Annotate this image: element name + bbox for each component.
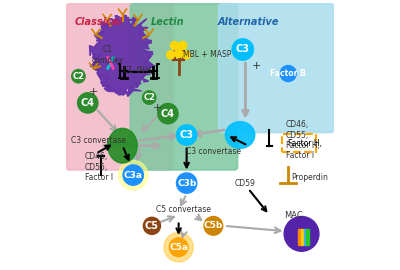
- Text: +: +: [88, 87, 98, 97]
- Circle shape: [166, 51, 175, 59]
- FancyBboxPatch shape: [219, 4, 334, 132]
- Text: C5 convertase: C5 convertase: [156, 205, 212, 214]
- Circle shape: [171, 42, 179, 49]
- Bar: [304, 228, 306, 245]
- Text: Factor H,: Factor H,: [288, 139, 322, 147]
- Polygon shape: [90, 15, 155, 97]
- Text: C5: C5: [145, 221, 159, 231]
- Ellipse shape: [108, 128, 137, 163]
- Circle shape: [287, 230, 306, 249]
- Text: C1
complex: C1 complex: [92, 45, 124, 65]
- FancyBboxPatch shape: [130, 4, 238, 170]
- Text: Factor B: Factor B: [270, 69, 306, 78]
- Circle shape: [142, 91, 156, 104]
- Text: C5b: C5b: [204, 221, 223, 230]
- Text: Properdin: Properdin: [291, 173, 328, 182]
- Bar: [298, 228, 301, 245]
- Circle shape: [176, 125, 197, 145]
- Text: Classical: Classical: [74, 18, 122, 28]
- Text: C1-INH: C1-INH: [122, 66, 152, 75]
- Text: MAC: MAC: [284, 211, 303, 220]
- Bar: [306, 228, 309, 245]
- Circle shape: [232, 39, 254, 60]
- Text: CD46,
CD55,
Factor I: CD46, CD55, Factor I: [85, 152, 113, 182]
- Text: CD46,
CD55,
Factor H,
Factor I: CD46, CD55, Factor H, Factor I: [286, 120, 320, 160]
- Circle shape: [143, 217, 160, 234]
- Circle shape: [204, 217, 223, 235]
- Text: C3a: C3a: [124, 171, 143, 180]
- FancyBboxPatch shape: [66, 4, 173, 170]
- Text: C3 convertase: C3 convertase: [71, 136, 126, 145]
- Text: C5a: C5a: [169, 243, 188, 252]
- Bar: [301, 228, 304, 245]
- Text: Alternative: Alternative: [217, 18, 279, 28]
- Circle shape: [284, 217, 319, 251]
- Text: C3: C3: [180, 130, 194, 140]
- Text: Lectin: Lectin: [151, 18, 185, 28]
- Circle shape: [118, 160, 148, 190]
- Ellipse shape: [225, 122, 255, 148]
- Text: C2: C2: [72, 72, 84, 81]
- Circle shape: [123, 165, 143, 185]
- Text: +: +: [152, 103, 162, 113]
- Text: CD59: CD59: [235, 178, 256, 188]
- Circle shape: [78, 93, 98, 113]
- Text: C3b: C3b: [177, 178, 196, 188]
- Circle shape: [176, 173, 197, 193]
- Circle shape: [175, 49, 183, 58]
- Circle shape: [169, 238, 188, 256]
- Circle shape: [183, 51, 191, 59]
- Circle shape: [164, 232, 193, 262]
- Circle shape: [72, 70, 85, 83]
- Text: MBL + MASP: MBL + MASP: [183, 50, 231, 59]
- Circle shape: [179, 42, 187, 49]
- Text: C4: C4: [161, 109, 175, 119]
- Text: C3: C3: [236, 45, 250, 55]
- Text: C3 convertase: C3 convertase: [186, 147, 241, 156]
- Circle shape: [158, 103, 178, 124]
- Circle shape: [280, 66, 296, 82]
- Text: C4: C4: [81, 98, 95, 108]
- Text: C2: C2: [143, 93, 155, 102]
- Text: +: +: [252, 60, 261, 70]
